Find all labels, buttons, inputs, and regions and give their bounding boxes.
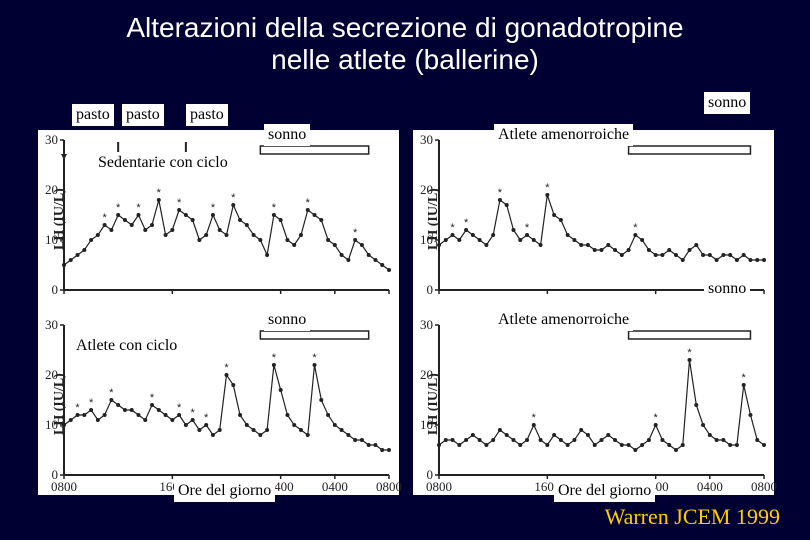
- charts-area: 0102030**********0102030******0102030080…: [24, 110, 786, 510]
- svg-text:30: 30: [45, 132, 58, 147]
- svg-text:*: *: [224, 362, 229, 374]
- svg-text:*: *: [177, 402, 182, 414]
- svg-text:30: 30: [420, 132, 433, 147]
- svg-text:*: *: [211, 202, 216, 214]
- slide-title: Alterazioni della secrezione di gonadotr…: [0, 0, 810, 76]
- svg-text:*: *: [525, 222, 530, 234]
- sonno-label-p1: sonno: [264, 124, 310, 146]
- y-axis-title-p3: LH (IU/L): [52, 373, 68, 435]
- svg-text:*: *: [102, 212, 107, 224]
- sonno-label-p2-top: sonno: [704, 92, 750, 114]
- group-label-sedentarie: Sedentarie con ciclo: [94, 152, 232, 174]
- x-axis-label-left: Ore del giorno: [174, 480, 275, 502]
- svg-text:*: *: [272, 202, 277, 214]
- svg-text:*: *: [545, 182, 550, 194]
- pasto-label-1: pasto: [72, 104, 114, 126]
- svg-text:*: *: [191, 407, 196, 419]
- svg-text:*: *: [75, 402, 80, 414]
- y-axis-title-p2: LH (IU/L): [426, 188, 442, 250]
- pasto-label-2: pasto: [122, 104, 164, 126]
- svg-text:*: *: [464, 217, 469, 229]
- svg-text:*: *: [498, 187, 503, 199]
- svg-text:*: *: [136, 202, 141, 214]
- sonno-label-p3: sonno: [264, 309, 310, 331]
- title-line-1: Alterazioni della secrezione di gonadotr…: [126, 12, 683, 43]
- svg-text:*: *: [450, 222, 455, 234]
- group-label-amen-1: Atlete amenorroiche: [494, 124, 633, 146]
- svg-text:30: 30: [45, 317, 58, 332]
- svg-text:*: *: [312, 352, 317, 364]
- svg-text:*: *: [109, 387, 114, 399]
- group-label-amen-2: Atlete amenorroiche: [494, 309, 633, 331]
- svg-text:*: *: [633, 222, 638, 234]
- svg-text:30: 30: [420, 317, 433, 332]
- sonno-label-p4-top: sonno: [704, 278, 750, 300]
- svg-text:*: *: [687, 347, 692, 359]
- pasto-label-3: pasto: [186, 104, 228, 126]
- svg-text:0800: 0800: [376, 479, 402, 494]
- y-axis-title-p1: LH (IU/L): [52, 188, 68, 250]
- svg-text:0800: 0800: [51, 479, 77, 494]
- svg-text:0400: 0400: [697, 479, 723, 494]
- svg-text:*: *: [116, 202, 121, 214]
- y-axis-title-p4: LH (IU/L): [426, 373, 442, 435]
- title-line-2: nelle atlete (ballerine): [271, 44, 539, 75]
- svg-text:0: 0: [427, 282, 434, 297]
- svg-text:*: *: [177, 197, 182, 209]
- svg-text:0800: 0800: [751, 479, 777, 494]
- group-label-atlete: Atlete con ciclo: [72, 335, 181, 357]
- svg-text:*: *: [231, 192, 236, 204]
- svg-text:*: *: [89, 397, 94, 409]
- x-axis-label-right: Ore del giorno: [554, 480, 655, 502]
- svg-text:*: *: [353, 227, 358, 239]
- svg-text:*: *: [272, 352, 277, 364]
- svg-text:0400: 0400: [322, 479, 348, 494]
- svg-text:*: *: [742, 372, 747, 384]
- citation: Warren JCEM 1999: [605, 504, 780, 530]
- svg-text:*: *: [532, 412, 537, 424]
- svg-text:0: 0: [52, 282, 59, 297]
- svg-text:*: *: [306, 197, 311, 209]
- svg-text:*: *: [150, 392, 155, 404]
- svg-text:0800: 0800: [426, 479, 452, 494]
- svg-text:*: *: [157, 187, 162, 199]
- svg-text:*: *: [654, 412, 659, 424]
- svg-text:*: *: [204, 412, 209, 424]
